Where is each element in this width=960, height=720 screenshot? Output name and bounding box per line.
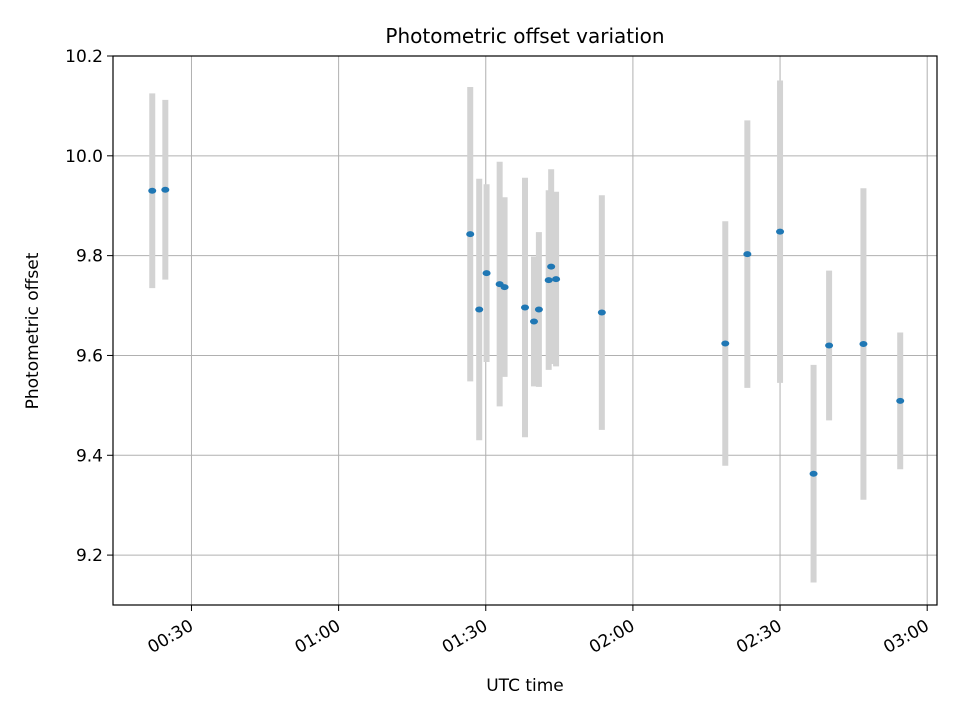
y-axis-label: Photometric offset — [23, 252, 43, 409]
data-point — [552, 276, 561, 283]
y-tick-label: 9.4 — [76, 446, 103, 466]
x-tick-label: 01:00 — [292, 616, 344, 658]
x-tick-label: 02:30 — [733, 616, 785, 658]
y-axis-ticks: 9.2 9.4 9.6 9.8 10.0 10.2 — [65, 47, 113, 566]
y-tick-label: 9.2 — [76, 546, 103, 566]
data-points — [148, 186, 905, 477]
data-point — [743, 251, 752, 258]
plot-frame — [112, 55, 938, 606]
data-point — [500, 284, 509, 291]
data-point — [544, 277, 553, 284]
data-point — [547, 263, 556, 270]
data-point — [148, 187, 157, 194]
data-point — [809, 470, 818, 477]
data-point — [161, 186, 170, 193]
data-point — [466, 231, 475, 238]
data-point — [475, 306, 484, 313]
data-point — [859, 340, 868, 347]
chart-title: Photometric offset variation — [385, 24, 664, 48]
data-point — [529, 318, 538, 325]
y-tick-label: 10.2 — [65, 47, 103, 67]
data-point — [825, 342, 834, 349]
y-tick-label: 9.8 — [76, 247, 103, 267]
data-point — [534, 306, 543, 313]
data-point — [482, 270, 491, 277]
data-point — [597, 309, 606, 316]
data-point — [721, 340, 730, 347]
x-tick-label: 02:00 — [586, 616, 638, 658]
y-tick-label: 9.6 — [76, 346, 103, 366]
data-point — [521, 304, 529, 311]
x-axis-ticks: 00:30 01:00 01:30 02:00 02:30 03:00 — [145, 605, 933, 658]
data-point — [896, 397, 905, 404]
y-tick-label: 10.0 — [65, 147, 103, 167]
x-axis-label: UTC time — [486, 676, 564, 696]
x-tick-label: 01:30 — [439, 616, 491, 658]
x-tick-label: 00:30 — [145, 616, 197, 658]
data-point — [776, 228, 785, 235]
x-tick-label: 03:00 — [880, 616, 932, 658]
